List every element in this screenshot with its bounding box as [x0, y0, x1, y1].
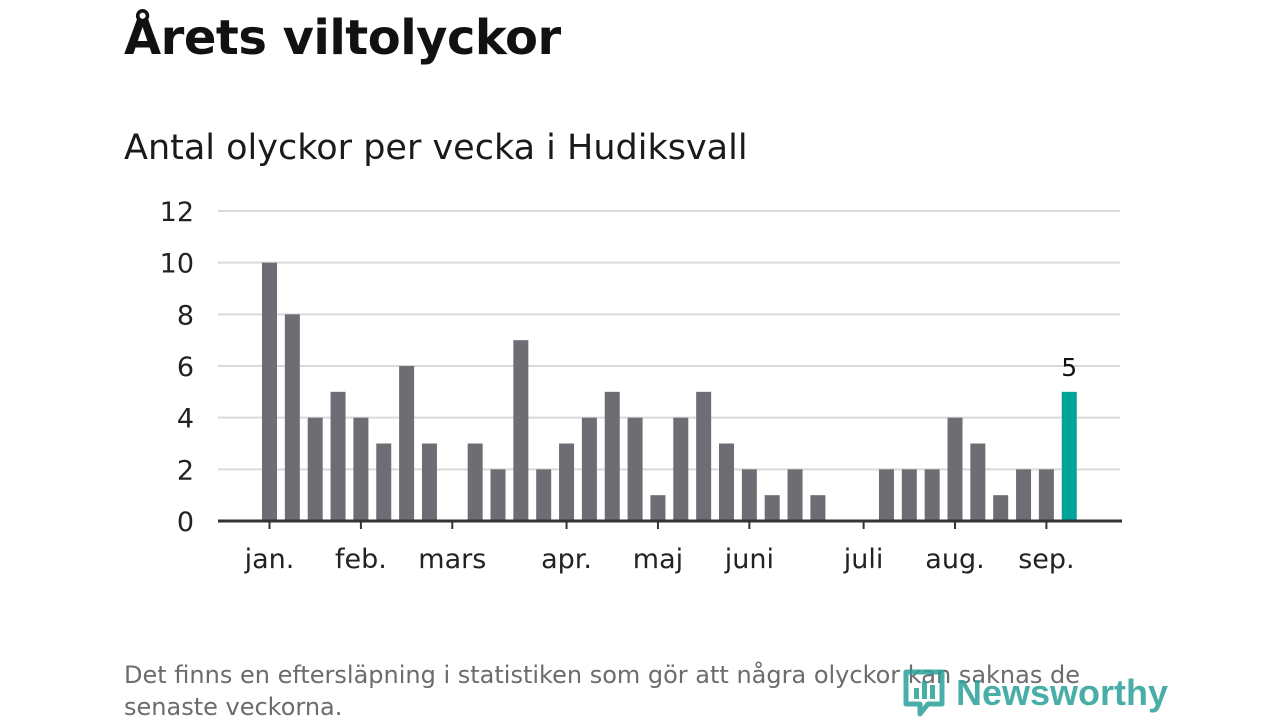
x-tick-label-juli: juli: [843, 544, 884, 575]
bar-chart-logo-icon: [903, 669, 945, 717]
bar-week-21: [719, 443, 734, 521]
bar-week-35: [1038, 469, 1054, 521]
bar-week-33: [993, 495, 1009, 521]
bar-week-6: [376, 443, 392, 521]
x-tick-label-aug: aug.: [925, 544, 984, 575]
y-tick-label: 12: [160, 197, 194, 228]
bar-week-8: [421, 443, 437, 521]
bar-week-28: [878, 469, 894, 521]
bar-week-11: [490, 469, 506, 521]
bar-week-34: [1016, 469, 1032, 521]
bar-week-10: [467, 443, 483, 521]
x-tick-label-juni: juni: [724, 544, 774, 575]
bar-week-15: [581, 417, 597, 521]
x-tick-label-feb: feb.: [335, 544, 387, 575]
bar-week-5: [353, 417, 369, 521]
bar-week-23: [764, 495, 780, 521]
chart-title: Årets viltolyckor: [124, 10, 561, 66]
y-tick-label: 2: [177, 455, 194, 486]
bar-week-7: [399, 366, 415, 521]
brand-name: Newsworthy: [956, 672, 1169, 713]
y-tick-label: 6: [177, 352, 194, 383]
y-tick-label: 4: [177, 404, 194, 435]
x-tick-label-jan: jan.: [244, 544, 295, 575]
bars: [262, 262, 1077, 521]
highlight-value-label: 5: [1061, 353, 1077, 382]
bar-week-30: [924, 469, 940, 521]
bar-week-36: [1061, 391, 1077, 521]
x-tick-label-maj: maj: [633, 544, 683, 575]
bar-week-2: [284, 314, 300, 521]
y-tick-label: 10: [160, 249, 194, 280]
x-tick-label-mars: mars: [418, 544, 486, 575]
chart-subtitle: Antal olyckor per vecka i Hudiksvall: [124, 128, 748, 168]
x-axis-ticks: jan. feb. mars apr. maj juni juli aug. sep.: [244, 521, 1075, 575]
bar-week-1: [262, 262, 277, 521]
bar-week-3: [307, 417, 323, 521]
bar-week-18: [650, 495, 666, 521]
grid-lines: [218, 210, 1120, 471]
footnote: Det finns en eftersläpning i statistiken…: [124, 661, 1080, 721]
bar-week-16: [604, 391, 620, 521]
bar-week-31: [947, 417, 963, 521]
bar-week-20: [696, 391, 712, 521]
x-tick-label-sep: sep.: [1018, 544, 1074, 575]
value-labels: 5: [1061, 353, 1077, 382]
bar-week-14: [559, 443, 575, 521]
bar-week-4: [330, 391, 346, 521]
y-tick-label: 0: [177, 507, 194, 538]
newsworthy-logo: Newsworthy: [902, 668, 1168, 718]
y-tick-label: 8: [177, 300, 194, 331]
bar-week-22: [741, 469, 757, 521]
y-axis-ticks: 0 2 4 6 8 10 12: [160, 197, 194, 538]
bar-week-12: [513, 340, 529, 521]
bar-week-32: [970, 443, 986, 521]
x-tick-label-apr: apr.: [541, 544, 592, 575]
bar-week-29: [901, 469, 917, 521]
bar-week-13: [536, 469, 552, 521]
bar-chart: 0 2 4 6 8 10 12 jan. feb. mars apr. maj juni juli aug…: [160, 197, 1122, 575]
bar-week-24: [787, 469, 803, 521]
bar-week-19: [673, 417, 689, 521]
bar-week-17: [627, 417, 643, 521]
bar-week-25: [810, 495, 826, 521]
